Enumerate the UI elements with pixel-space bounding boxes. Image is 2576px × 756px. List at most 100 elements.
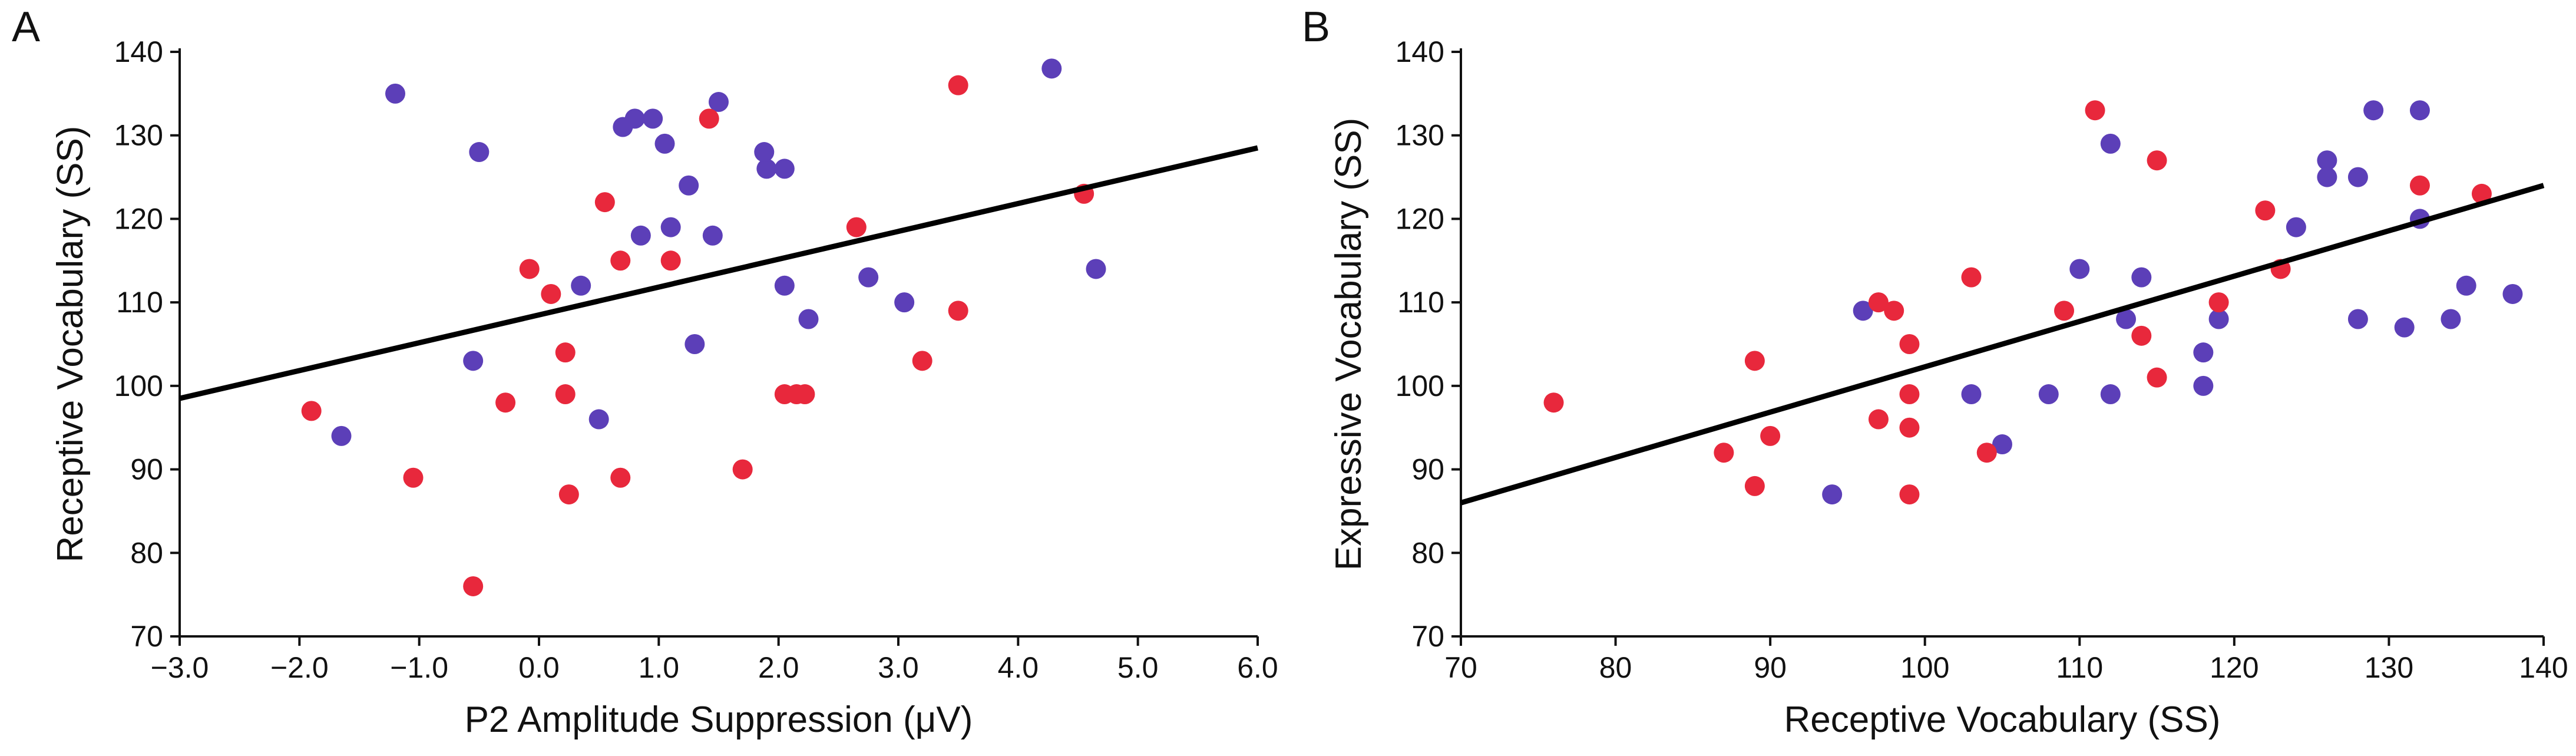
panel-label: A [12,4,40,51]
x-tick-label: 2.0 [758,651,799,684]
x-tick-label: 3.0 [878,651,919,684]
data-point-purple [654,133,675,154]
x-tick-label: 70 [1444,651,1477,684]
data-point-purple [2100,133,2121,154]
x-tick-label: 0.0 [518,651,560,684]
x-tick-label: 1.0 [639,651,680,684]
data-point-purple [2409,100,2430,121]
data-point-purple [660,217,681,237]
data-point-red [495,392,516,413]
data-point-purple [463,351,484,371]
data-point-purple [624,108,645,129]
data-point-red [846,217,867,237]
data-point-purple [571,275,591,296]
x-axis-title: P2 Amplitude Suppression (μV) [465,699,973,740]
x-tick-label: 80 [1599,651,1632,684]
data-point-purple [630,225,651,246]
data-point-red [1884,301,1904,321]
data-point-purple [774,275,795,296]
y-tick-label: 100 [1396,369,1444,402]
data-point-purple [2131,267,2152,288]
x-tick-label: −2.0 [270,651,329,684]
y-tick-label: 140 [114,35,163,68]
panel-label: B [1302,4,1330,51]
data-point-red [1744,476,1765,496]
regression-line [178,145,1259,401]
data-point-red [1868,409,1889,430]
data-point-purple [2317,167,2337,187]
y-tick-label: 80 [1411,536,1444,569]
data-point-purple [2456,275,2476,296]
data-point-purple [469,142,490,163]
data-point-red [948,75,968,95]
data-point-purple [2069,259,2090,279]
data-point-red [541,283,561,304]
x-tick-label: 110 [2056,651,2103,684]
data-point-purple [754,142,775,163]
y-tick-label: 140 [1396,35,1444,68]
y-tick-label: 120 [1396,202,1444,235]
data-point-red [594,192,615,213]
data-point-purple [774,159,795,179]
data-point-red [1744,351,1765,371]
data-point-purple [331,425,352,446]
data-point-purple [2394,317,2415,338]
x-tick-label: 130 [2365,651,2413,684]
data-point-red [555,342,576,363]
data-point-purple [756,159,777,179]
data-point-purple [385,83,405,104]
data-point-purple [2317,150,2337,171]
data-point-red [301,401,322,421]
y-tick-label: 80 [130,536,163,569]
data-point-red [463,576,484,596]
data-point-red [1543,392,1564,413]
data-point-purple [588,409,609,430]
x-tick-label: 5.0 [1117,651,1159,684]
data-point-red [948,301,968,321]
data-point-red [2255,200,2276,221]
data-point-purple [2208,309,2229,329]
data-point-red [2409,175,2430,196]
data-point-red [1760,425,1781,446]
data-point-purple [2193,342,2214,363]
data-point-purple [2502,283,2523,304]
data-point-purple [2347,309,2368,329]
data-point-purple [2286,217,2306,237]
y-tick-label: 110 [116,286,163,319]
x-axis-title: Receptive Vocabulary (SS) [1784,699,2221,740]
data-point-red [1899,417,1920,438]
data-point-red [2147,367,2167,388]
data-point-red [1899,384,1920,405]
data-point-red [2085,100,2105,121]
regression-line [1460,183,2545,506]
data-point-purple [709,92,729,113]
panel-a: A −3.0 −2.0 −1.0 0.0 1.0 2.0 3.0 4.0 5.0 6.0 70 80 90… [12,4,1278,740]
x-tick-label: 100 [1900,651,1949,684]
data-point-purple [684,334,705,354]
x-tick-label: 6.0 [1237,651,1278,684]
data-point-purple [2038,384,2059,405]
data-point-purple [702,225,723,246]
data-point-red [2208,292,2229,313]
data-point-purple [1961,384,1982,405]
data-point-red [2471,183,2492,204]
panel-b: B 70 80 90 100 110 120 130 140 70 80 90 100 110 120 130… [1302,4,2568,740]
y-tick-label: 90 [1411,453,1444,486]
data-point-red [610,467,631,488]
y-tick-label: 130 [1396,119,1444,152]
data-point-purple [798,309,819,329]
data-point-purple [1992,434,2012,455]
data-point-purple [858,267,879,288]
data-point-red [1868,292,1889,313]
data-point-purple [679,175,699,196]
data-point-red [610,250,631,271]
data-point-red [2131,325,2152,346]
data-point-purple [2347,167,2368,187]
data-point-purple [1822,484,1843,505]
data-point-purple [643,108,663,129]
y-axis-title: Receptive Vocabulary (SS) [50,126,91,563]
data-point-purple [1853,301,1873,321]
data-point-red [795,384,815,405]
data-point-red [732,459,753,480]
